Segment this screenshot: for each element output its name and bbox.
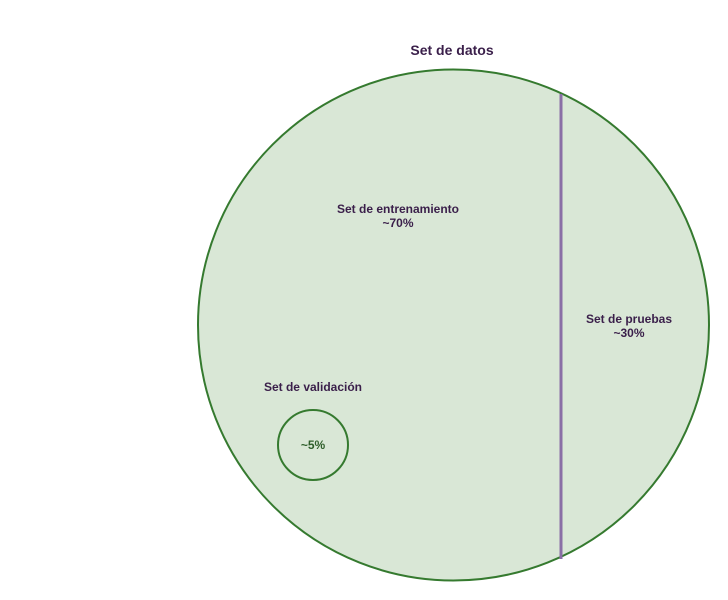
diagram-title: Set de datos [410, 42, 494, 58]
dataset-circle [197, 68, 710, 582]
test-set-percent: ~30% [613, 326, 645, 340]
training-set-label: Set de entrenamiento [336, 202, 460, 216]
test-set-label-group: Set de pruebas ~30% [568, 312, 690, 340]
training-set-label-group: Set de entrenamiento ~70% [298, 202, 498, 230]
validation-circle [277, 409, 349, 481]
training-set-percent: ~70% [382, 216, 414, 230]
test-set-label: Set de pruebas [585, 312, 673, 326]
validation-set-label: Set de validación [263, 380, 363, 394]
validation-set-percent: ~5% [300, 438, 326, 452]
